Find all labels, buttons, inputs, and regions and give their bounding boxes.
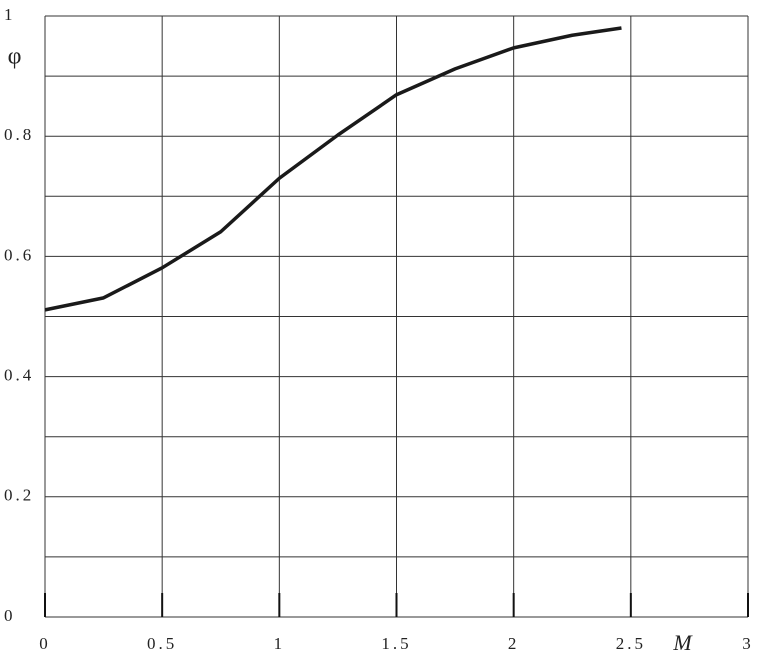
- y-tick-label: 1: [4, 5, 16, 24]
- y-tick-label: 0.8: [4, 125, 34, 144]
- y-tick-label: 0.2: [4, 486, 34, 505]
- curve: [44, 26, 622, 312]
- x-axis-label: M: [672, 630, 694, 655]
- x-tick-label: 2: [508, 634, 520, 653]
- x-tick-label: 1: [274, 634, 286, 653]
- x-tick-label: 3: [742, 634, 754, 653]
- y-tick-label: 0: [4, 606, 16, 625]
- x-tick-label: 1.5: [381, 634, 411, 653]
- x-tick-label: 0.5: [147, 634, 177, 653]
- y-tick-label: 0.4: [4, 366, 34, 385]
- y-tick-label: 0.6: [4, 245, 34, 264]
- x-tick-label: 0: [39, 634, 51, 653]
- x-tick-label: 2.5: [616, 634, 646, 653]
- y-axis-label: φ: [8, 44, 25, 70]
